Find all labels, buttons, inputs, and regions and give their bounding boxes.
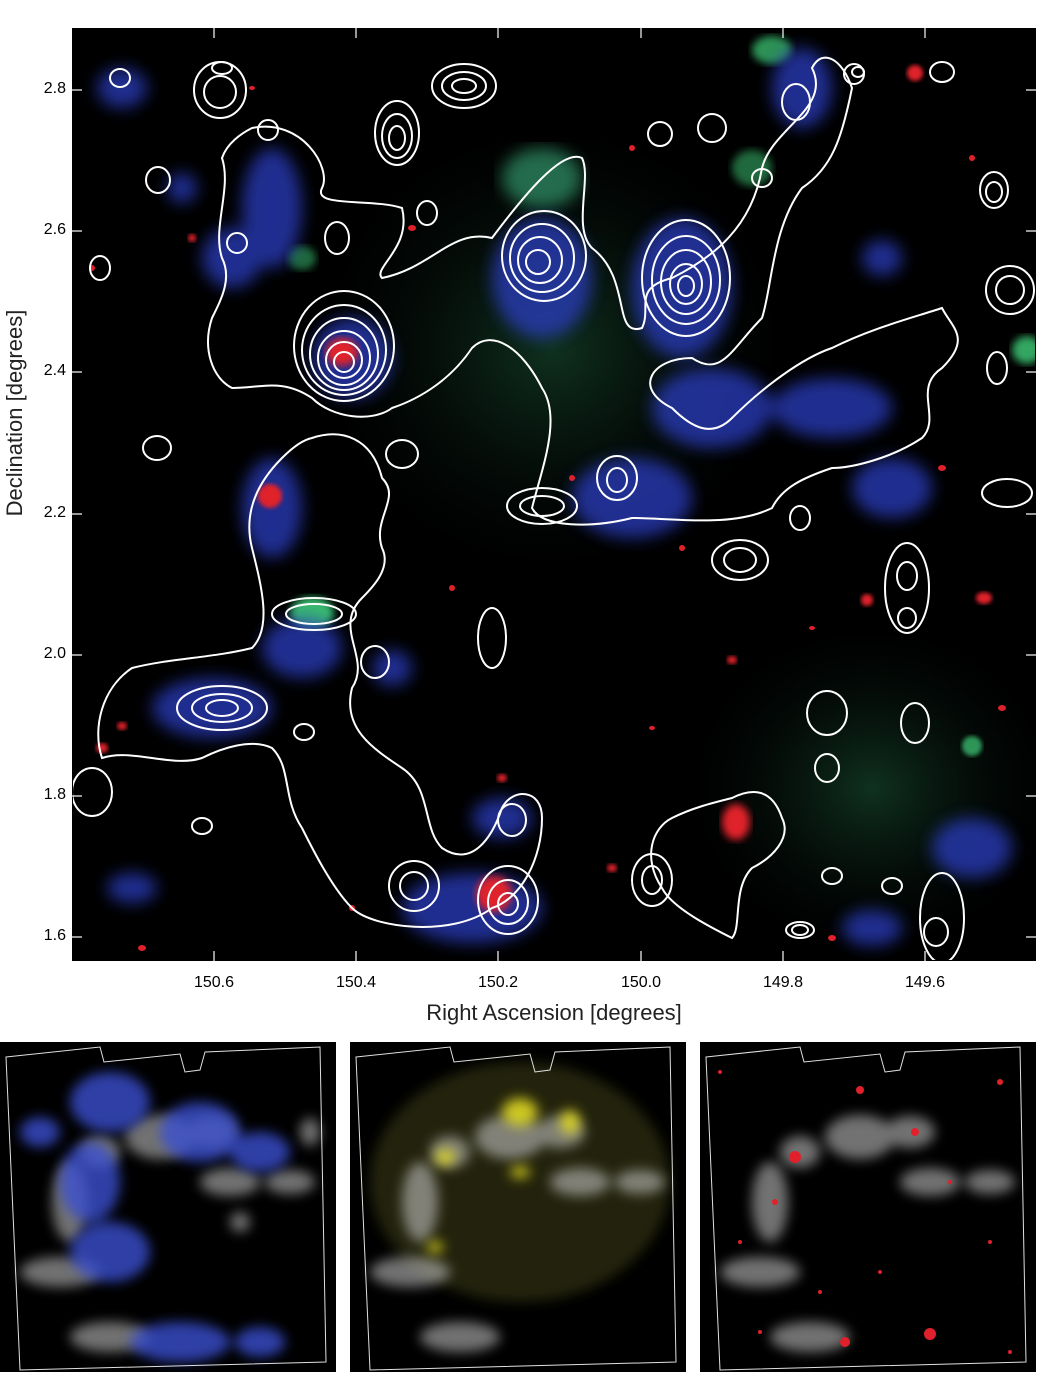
main-composite-map (71, 28, 1038, 964)
contour-peak-j (711, 171, 1035, 581)
y-tick-label: 2.2 (43, 504, 66, 521)
contour-peak-d (374, 63, 497, 166)
contour-peak-g (271, 597, 357, 631)
contour-peak-f (176, 685, 268, 731)
contour-peak-b (501, 210, 587, 302)
contour-peak-c (641, 219, 731, 337)
x-tick-label: 150.6 (193, 974, 235, 991)
panel-blue-overlay (0, 1042, 336, 1372)
y-axis-label: Declination [degrees] (2, 309, 27, 517)
contour-peak-h (477, 865, 539, 935)
x-axis-label: Right Ascension [degrees] (426, 1000, 682, 1025)
x-tick-label: 150.2 (477, 974, 519, 991)
y-tick-label: 2.6 (43, 221, 66, 238)
contour-peak-a (293, 290, 395, 402)
contour-layer (71, 56, 1035, 964)
blue-emission-layer (97, 48, 1012, 946)
y-tick-label: 2.8 (43, 80, 66, 97)
x-tick-label: 149.6 (904, 974, 946, 991)
panel-blue-svg (5, 1046, 327, 1371)
panel-red-overlay (700, 1042, 1036, 1372)
y-tick-label: 1.6 (43, 927, 66, 944)
y-tick-label: 2.0 (43, 645, 66, 662)
y-tick-label: 1.8 (43, 786, 66, 803)
panel-yellow-overlay (350, 1042, 686, 1372)
map-svg (71, 28, 1038, 964)
axis-ticks (72, 28, 1036, 961)
x-tick-label: 149.8 (762, 974, 804, 991)
contour-peak-i (506, 455, 638, 525)
panel-red-svg (705, 1046, 1027, 1371)
contour-peak-k (388, 853, 673, 912)
y-tick-label: 2.4 (43, 362, 66, 379)
x-tick-label: 150.0 (620, 974, 662, 991)
x-tick-label: 150.4 (335, 974, 377, 991)
panel-yellow-svg (355, 1046, 677, 1371)
contour-small (71, 61, 1033, 964)
